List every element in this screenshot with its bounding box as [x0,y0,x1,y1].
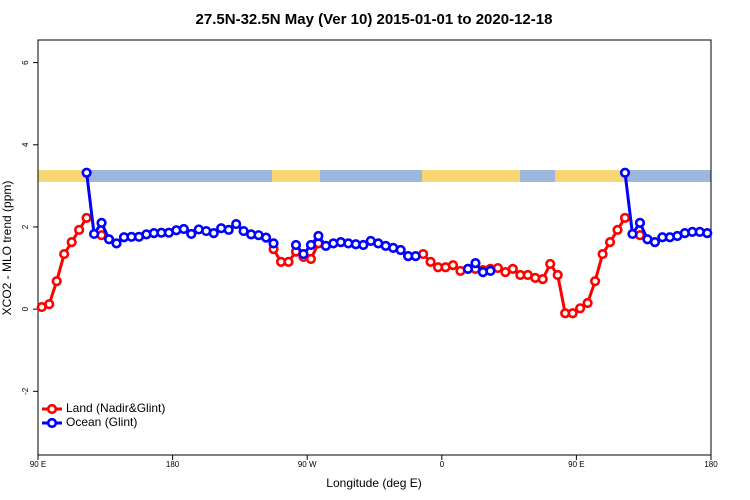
point [111,238,122,249]
point [485,265,496,277]
x-axis-label: Longitude (deg E) [326,476,421,490]
point [649,237,661,248]
legend-label: Land (Nadir&Glint) [66,401,165,415]
point [589,276,601,287]
point [612,224,623,235]
x-tick-label: 90 W [298,460,317,469]
point [305,239,317,251]
point [66,237,77,248]
point [619,167,631,178]
x-tick-label: 0 [440,460,445,469]
point [305,253,317,265]
point [51,276,62,287]
x-tick-label: 90 E [568,460,584,469]
legend-swatch-point [46,403,58,415]
point [186,228,197,240]
legend-label: Ocean (Glint) [66,415,137,429]
y-axis-label: XCO2 - MLO trend (ppm) [0,181,14,316]
point [597,248,608,260]
point [103,234,115,245]
point [634,217,646,228]
point [81,212,92,224]
point [96,217,107,228]
land-strip [272,170,320,182]
point [88,228,100,240]
y-tick-label: -2 [21,387,30,395]
point [44,299,55,310]
point [81,167,92,178]
point [425,256,436,267]
point [447,260,459,271]
point [410,251,421,262]
point [395,244,406,256]
point [702,228,713,239]
point [178,223,189,235]
point [552,269,563,281]
point [59,248,70,260]
point [582,297,593,309]
point [537,274,548,285]
point [470,258,481,269]
y-tick-label: 4 [21,142,30,147]
y-tick-label: 6 [21,60,30,65]
point [260,232,272,243]
chart-title: 27.5N-32.5N May (Ver 10) 2015-01-01 to 2… [196,11,553,28]
point [290,239,302,251]
x-tick-label: 90 E [30,460,46,469]
point [545,258,556,270]
land-strip [38,170,88,182]
land-strip [422,170,520,182]
point [313,230,324,242]
ocean-strip [38,170,711,182]
point [358,239,369,251]
point [462,263,474,274]
point [74,224,85,235]
point [567,308,578,319]
point [627,228,638,240]
point [575,303,586,314]
point [231,218,242,230]
point [283,256,294,267]
plot-frame [37,39,712,456]
x-tick-label: 180 [166,460,180,469]
point [298,248,309,260]
point [268,238,279,249]
land-ocean-strip [38,170,711,182]
y-tick-label: 2 [21,224,30,229]
point [223,224,234,235]
y-tick-label: 0 [21,306,30,311]
land-strip [555,170,625,182]
x-tick-label: 180 [704,460,718,469]
point [208,228,219,239]
legend-swatch-point [46,417,58,429]
point [507,263,518,274]
point [604,237,616,248]
point [619,212,631,224]
